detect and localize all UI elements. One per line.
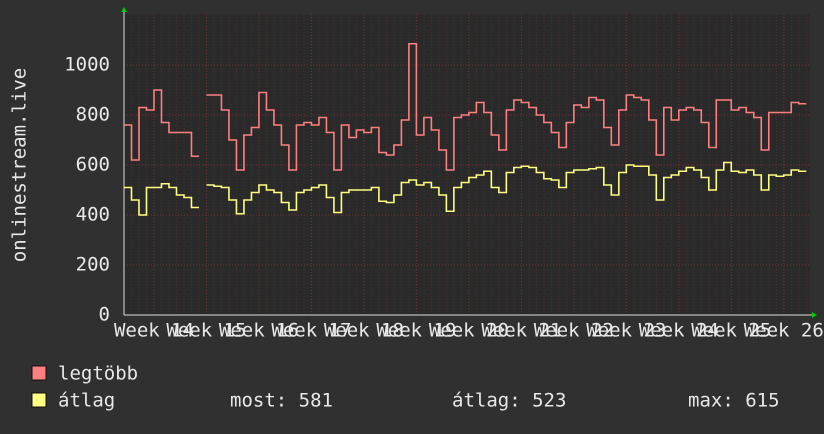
axis-arrow <box>812 312 817 318</box>
axis-arrow <box>121 7 127 12</box>
x-tick-label: Week 21 <box>481 320 561 342</box>
legend-label: átlag <box>58 390 115 412</box>
series-line <box>124 161 807 216</box>
y-tick-label: 1000 <box>64 54 110 76</box>
legend-label: legtöbb <box>58 363 138 385</box>
y-tick-label: 400 <box>76 204 110 226</box>
x-tick-label: Week 14 <box>114 320 194 342</box>
legend-stat: átlag: 523 <box>452 390 566 412</box>
x-tick-label: Week 20 <box>429 320 509 342</box>
y-tick-label: 800 <box>76 104 110 126</box>
x-tick-label: Week 19 <box>376 320 456 342</box>
x-tick-label: Week 16 <box>219 320 299 342</box>
y-tick-label: 600 <box>76 154 110 176</box>
x-tick-label: Week 23 <box>586 320 666 342</box>
legend-stat: max: 615 <box>688 390 780 412</box>
x-tick-label: Week 18 <box>324 320 404 342</box>
legend-stat: most: 581 <box>230 390 333 412</box>
legend-swatch <box>31 392 47 408</box>
x-tick-label: Week 26 <box>744 320 824 342</box>
x-tick-label: Week 15 <box>166 320 246 342</box>
legend-swatch <box>31 365 47 381</box>
x-tick-label: Week 22 <box>534 320 614 342</box>
x-tick-label: Week 25 <box>691 320 771 342</box>
y-axis-label: onlinestream.live <box>9 68 31 262</box>
y-tick-label: 0 <box>99 304 110 326</box>
series-line <box>124 42 807 171</box>
x-tick-label: Week 24 <box>639 320 719 342</box>
x-tick-label: Week 17 <box>271 320 351 342</box>
y-tick-label: 200 <box>76 254 110 276</box>
